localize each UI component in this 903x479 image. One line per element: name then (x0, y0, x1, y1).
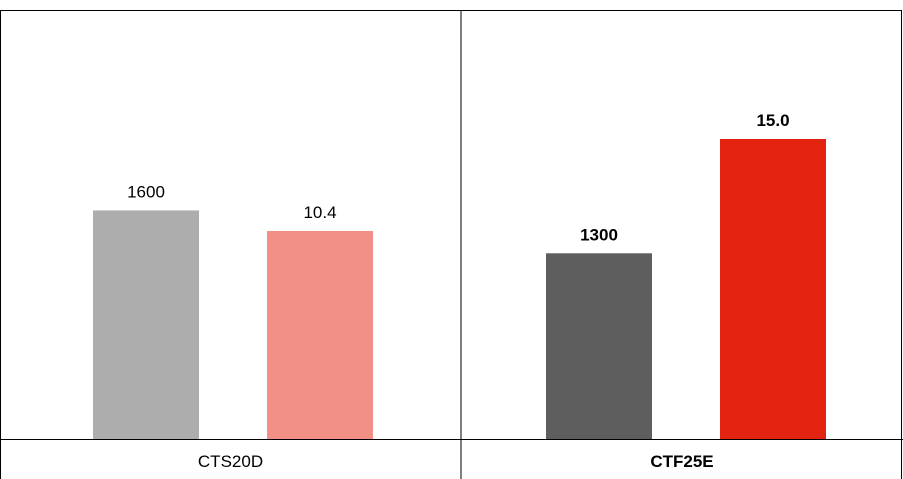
data-label-cts20d-1: 1600 (127, 182, 165, 201)
bar-ctf25e-1 (546, 253, 652, 439)
data-label-ctf25e-2: 15.0 (756, 111, 789, 130)
bar-marks: 1600 10.4 CTS20D 1300 15.0 CTF25E (93, 111, 826, 471)
bar-cts20d-1 (93, 210, 199, 439)
data-label-cts20d-2: 10.4 (303, 203, 336, 222)
data-label-ctf25e-1: 1300 (580, 225, 618, 244)
bar-cts20d-2 (267, 231, 373, 439)
category-label-cts20d: CTS20D (198, 452, 263, 471)
category-label-ctf25e: CTF25E (650, 452, 713, 471)
bar-ctf25e-2 (720, 139, 826, 439)
chart-frame (0, 10, 902, 479)
